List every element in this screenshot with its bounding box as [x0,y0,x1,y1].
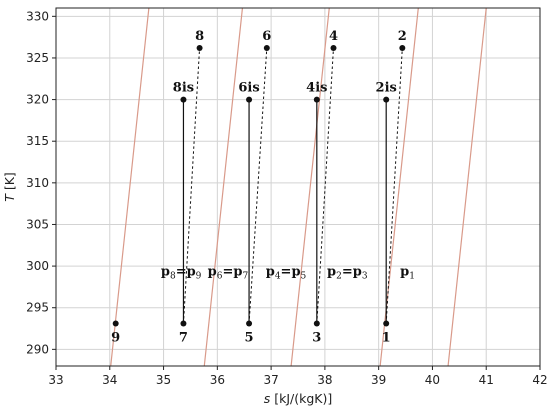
state-point-7 [180,320,187,327]
isobar-p4=p5 [290,8,330,366]
state-point-2is [383,96,390,103]
state-point-4 [330,44,337,51]
x-axis-var: s [264,391,271,406]
x-tick-label: 36 [210,373,225,387]
state-label-1: 1 [382,331,391,346]
process-segments [182,47,403,324]
isobar-lines [110,8,487,366]
x-tick-label: 34 [102,373,117,387]
real-process-line-1-2 [385,47,403,324]
x-tick-label: 42 [532,373,547,387]
state-point-9 [112,320,119,327]
isobar-p8=p9 [110,8,150,366]
state-label-9: 9 [111,331,120,346]
state-point-3 [313,320,320,327]
y-tick-label: 295 [26,301,49,315]
state-point-8is [180,96,187,103]
y-axis-var: T [2,193,17,202]
real-process-line-7-8 [182,47,201,324]
state-label-7: 7 [179,331,188,346]
state-point-6 [263,44,270,51]
state-point-2 [399,44,406,51]
y-tick-label: 325 [26,51,49,65]
x-tick-label: 33 [48,373,63,387]
state-points [112,44,406,327]
plot-frame [55,7,541,367]
state-point-4is [313,96,320,103]
x-axis-label: s [kJ/(kgK)] [264,391,333,406]
real-process-line-3-4 [316,47,334,324]
real-process-line-5-6 [248,47,268,324]
y-tick-label: 310 [26,176,49,190]
x-tick-label: 35 [156,373,171,387]
state-label-4is: 4is [306,81,327,96]
state-label-5: 5 [245,331,254,346]
state-label-2is: 2is [376,81,397,96]
state-point-1 [383,320,390,327]
isobar-p1 [447,8,487,366]
y-tick-label: 290 [26,342,49,356]
pressure-label: p4=p5 [266,264,307,281]
y-tick-label: 305 [26,217,49,231]
state-label-8: 8 [195,29,204,44]
grid [55,8,541,366]
state-label-6is: 6is [238,81,259,96]
y-tick-label: 300 [26,259,49,273]
x-tick-label: 40 [425,373,440,387]
x-axis-unit: [kJ/(kgK)] [274,391,332,406]
isobar-p6=p7 [203,8,244,366]
state-label-3: 3 [312,331,321,346]
state-point-6is [246,96,253,103]
pressure-label: p8=p9 [161,264,202,281]
y-tick-label: 315 [26,134,49,148]
x-tick-label: 38 [317,373,332,387]
y-tick-label: 320 [26,93,49,107]
pressure-labels: p8=p9 p6=p7 p4=p5 p2=p3 p1 [161,264,415,281]
y-axis-unit: [K] [2,172,17,190]
y-axis-label: T [K] [2,172,17,202]
pressure-label: p6=p7 [208,264,249,281]
x-tick-label: 41 [479,373,494,387]
state-label-2: 2 [398,29,407,44]
y-ticks: 290 295 300 305 310 315 320 325 330 [26,9,56,356]
state-label-4: 4 [329,29,338,44]
state-label-8is: 8is [173,81,194,96]
state-point-8 [196,44,203,51]
isobar-p2=p3 [379,8,419,366]
state-point-labels: 1 2is 2 3 4is 4 5 6is 6 7 8is 8 9 [111,29,407,346]
pressure-label: p1 [400,264,415,281]
x-tick-label: 39 [371,373,386,387]
state-label-6: 6 [262,29,271,44]
pressure-label: p2=p3 [327,264,368,281]
x-ticks: 33 34 35 36 37 38 39 40 41 42 [48,366,548,387]
x-tick-label: 37 [263,373,278,387]
state-point-5 [246,320,253,327]
y-tick-label: 330 [26,9,49,23]
